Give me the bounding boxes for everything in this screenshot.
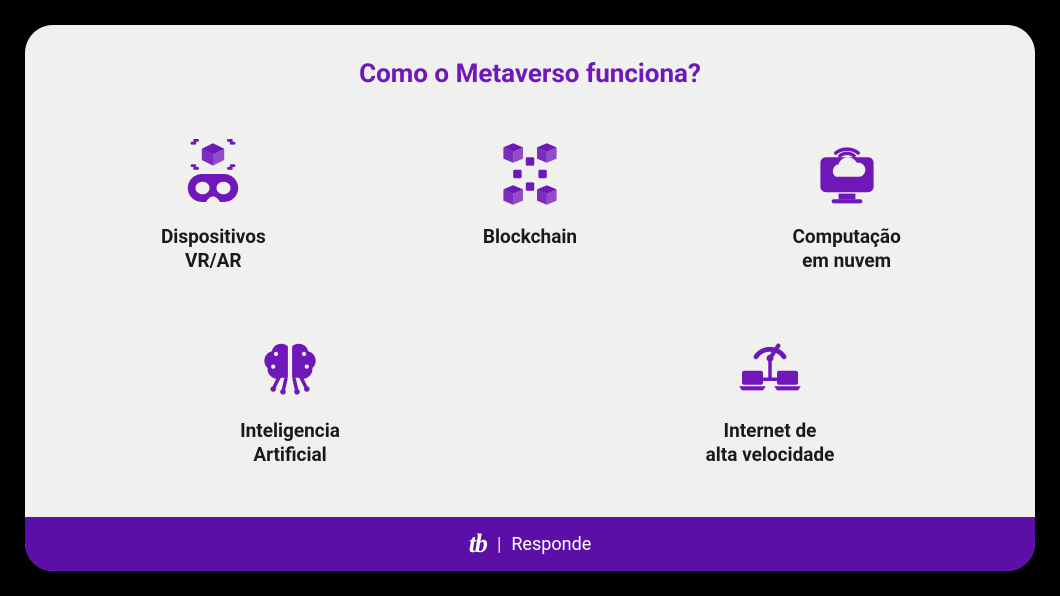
footer-bar: tb | Responde (25, 517, 1035, 571)
grid-row-2: Inteligencia Artificial (55, 333, 1005, 467)
item-label: Dispositivos VR/AR (161, 225, 266, 273)
item-vr-ar: Dispositivos VR/AR (103, 139, 323, 273)
item-blockchain: Blockchain (420, 139, 640, 249)
items-grid: Dispositivos VR/AR (55, 89, 1005, 507)
item-ai: Inteligencia Artificial (180, 333, 400, 467)
internet-speed-icon (735, 333, 805, 403)
item-internet: Internet de alta velocidade (660, 333, 880, 467)
grid-row-1: Dispositivos VR/AR (55, 139, 1005, 273)
content-area: Como o Metaverso funciona? (25, 25, 1035, 517)
item-label: Internet de alta velocidade (706, 419, 835, 467)
brand-logo: tb (469, 529, 487, 559)
item-label: Blockchain (483, 225, 577, 249)
vr-ar-icon (178, 139, 248, 209)
ai-brain-icon (255, 333, 325, 403)
item-cloud: Computação em nuvem (737, 139, 957, 273)
blockchain-icon (495, 139, 565, 209)
infographic-card: Como o Metaverso funciona? (25, 25, 1035, 571)
footer-label: Responde (511, 534, 591, 555)
cloud-computing-icon (812, 139, 882, 209)
page-title: Como o Metaverso funciona? (359, 59, 701, 89)
item-label: Computação em nuvem (792, 225, 900, 273)
item-label: Inteligencia Artificial (240, 419, 340, 467)
footer-separator: | (497, 534, 501, 555)
